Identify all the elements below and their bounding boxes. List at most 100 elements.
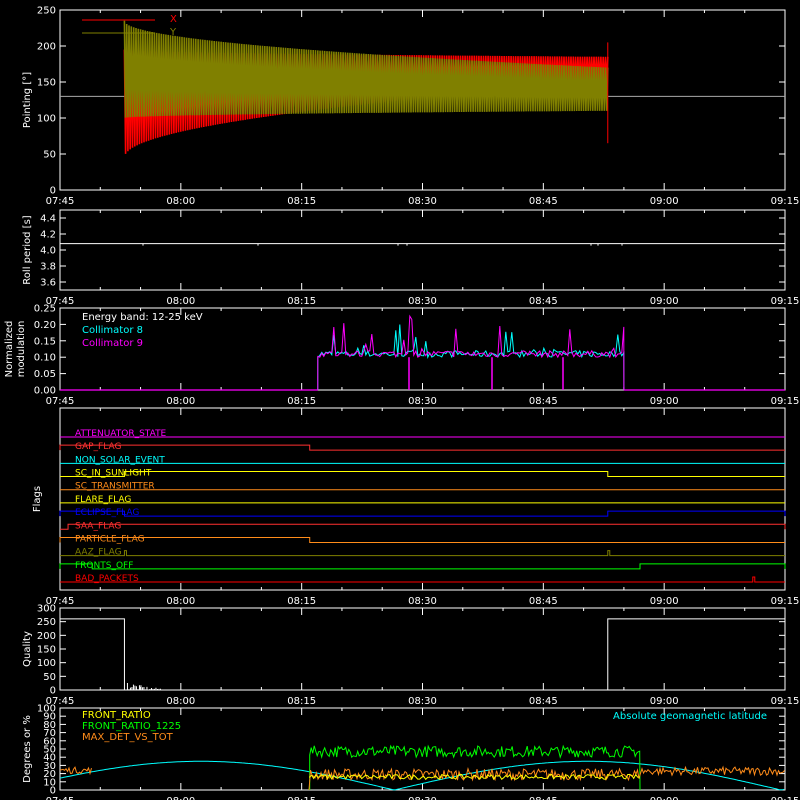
y-axis-label: Roll period [s] bbox=[22, 215, 33, 284]
plot-frame bbox=[59, 607, 786, 691]
y-tick-label: 0.00 bbox=[34, 386, 56, 397]
y-tick-label: 3.8 bbox=[40, 262, 56, 273]
x-tick-label: 07:45 bbox=[46, 396, 75, 407]
y-tick-label: 0 bbox=[50, 786, 56, 797]
y-tick-label: 3.6 bbox=[40, 278, 56, 289]
x-tick-label: 09:00 bbox=[650, 196, 679, 207]
quality-spikes bbox=[126, 682, 164, 690]
flag-line bbox=[59, 536, 785, 543]
series-geomagnetic bbox=[59, 760, 785, 791]
y-tick-label: 200 bbox=[37, 42, 56, 53]
y-tick-label: 0.05 bbox=[34, 369, 56, 380]
y-tick-label: 50 bbox=[43, 150, 56, 161]
flag-line bbox=[60, 550, 785, 557]
legend-c8: Collimator 8 bbox=[82, 325, 143, 336]
x-tick-label: 09:15 bbox=[771, 596, 800, 607]
y-tick-label: 100 bbox=[37, 658, 56, 669]
y-axis-label: Normalized bbox=[4, 321, 15, 378]
y-tick-label: 4.4 bbox=[40, 214, 56, 225]
y-tick-label: 150 bbox=[37, 78, 56, 89]
flag-label: NON_SOLAR_EVENT bbox=[75, 455, 165, 465]
flag-label: ATTENUATOR_STATE bbox=[75, 429, 167, 439]
y-tick-label: 60 bbox=[43, 736, 56, 747]
y-tick-label: 40 bbox=[43, 753, 56, 764]
panel-ratio: 07:45 08:00 08:15 08:30 08:45 09:00 09:15 01020… bbox=[22, 704, 799, 800]
flag-line bbox=[60, 523, 786, 530]
y-tick-label: 20 bbox=[43, 769, 56, 780]
x-tick-label: 08:00 bbox=[166, 596, 195, 607]
x-tick-label: 07:45 bbox=[46, 796, 75, 800]
x-tick-label: 09:00 bbox=[650, 596, 679, 607]
flag-label: FLARE_FLAG bbox=[75, 495, 131, 505]
x-tick-label: 08:15 bbox=[287, 296, 316, 307]
flag-line bbox=[59, 563, 786, 570]
panel-roll: 07:45 08:00 08:15 08:30 08:45 09:00 09:15 3.6 3.… bbox=[22, 209, 800, 307]
flag-label: AAZ_FLAG bbox=[75, 548, 122, 558]
y-tick-label: 200 bbox=[37, 631, 56, 642]
y-axis-label: Quality bbox=[22, 631, 33, 667]
y-tick-label: 0.25 bbox=[34, 304, 56, 315]
x-tick-label: 09:15 bbox=[771, 196, 800, 207]
y-tick-label: 30 bbox=[43, 761, 56, 772]
plot-frame bbox=[59, 209, 786, 291]
y-tick-label: 0.20 bbox=[34, 320, 56, 331]
x-tick-label: 07:45 bbox=[46, 596, 75, 607]
x-tick-label: 08:45 bbox=[529, 596, 558, 607]
series-y bbox=[123, 20, 609, 118]
panel-pointing: 07:45 08:00 08:15 08:30 08:45 09:00 09:15 0 50 10… bbox=[22, 6, 799, 208]
x-tick-label: 08:15 bbox=[287, 596, 316, 607]
x-tick-label: 09:15 bbox=[771, 796, 800, 800]
x-tick-label: 08:30 bbox=[408, 696, 437, 707]
flag-line bbox=[60, 576, 785, 583]
y-axis-label: modulation bbox=[16, 321, 27, 378]
x-tick-label: 08:15 bbox=[287, 696, 316, 707]
series-front-ratio bbox=[309, 773, 640, 781]
x-tick-label: 08:45 bbox=[529, 796, 558, 800]
legend-front-ratio-1225: FRONT_RATIO_1225 bbox=[82, 721, 181, 732]
y-tick-label: 300 bbox=[37, 604, 56, 615]
x-tick-label: 08:15 bbox=[287, 796, 316, 800]
flag-label: ECLIPSE_FLAG bbox=[75, 508, 139, 518]
y-tick-label: 90 bbox=[43, 712, 56, 723]
flag-label: BAD_PACKETS bbox=[75, 574, 139, 584]
x-tick-label: 08:45 bbox=[529, 296, 558, 307]
flag-label: PARTICLE_FLAG bbox=[75, 534, 145, 544]
series-max-det bbox=[59, 765, 785, 791]
x-tick-label: 08:00 bbox=[166, 796, 195, 800]
x-tick-label: 08:45 bbox=[529, 696, 558, 707]
y-axis-label: Flags bbox=[32, 486, 43, 512]
x-tick-label: 09:15 bbox=[771, 296, 800, 307]
panel-modulation: 07:45 08:00 08:15 08:30 08:45 09:00 09:15 0.00 0… bbox=[4, 304, 799, 408]
energy-band-annotation: Energy band: 12-25 keV bbox=[82, 312, 203, 323]
x-tick-label: 08:15 bbox=[287, 396, 316, 407]
y-tick-label: 50 bbox=[43, 672, 56, 683]
x-tick-label: 08:30 bbox=[408, 796, 437, 800]
y-axis-label: Pointing [°] bbox=[22, 72, 33, 128]
panel-flags: 07:45 08:00 08:15 08:30 08:45 09:00 09:15 Flags… bbox=[32, 407, 800, 607]
x-tick-label: 08:45 bbox=[529, 396, 558, 407]
flag-label: FRONTS_OFF bbox=[75, 561, 133, 571]
y-tick-label: 150 bbox=[37, 645, 56, 656]
panel-quality: 07:45 08:00 08:15 08:30 08:45 09:00 09:15 0 50 10… bbox=[22, 604, 799, 708]
flag-line bbox=[60, 471, 785, 478]
flag-line bbox=[59, 444, 785, 451]
x-tick-label: 08:15 bbox=[287, 196, 316, 207]
x-tick-label: 09:00 bbox=[650, 696, 679, 707]
y-tick-label: 0.10 bbox=[34, 353, 56, 364]
legend-y: Y bbox=[169, 27, 177, 38]
legend-c9: Collimator 9 bbox=[82, 338, 143, 349]
x-tick-label: 07:45 bbox=[46, 196, 75, 207]
y-tick-label: 4.2 bbox=[40, 230, 56, 241]
y-tick-label: 250 bbox=[37, 6, 56, 17]
legend-geomagnetic: Absolute geomagnetic latitude bbox=[613, 711, 767, 722]
flag-label: SAA_FLAG bbox=[75, 521, 121, 531]
x-tick-label: 08:00 bbox=[166, 196, 195, 207]
series-front-ratio-1225 bbox=[309, 744, 641, 791]
y-tick-label: 100 bbox=[37, 114, 56, 125]
series-c8 bbox=[317, 324, 625, 391]
plot-frame bbox=[59, 407, 786, 591]
x-tick-label: 08:30 bbox=[408, 196, 437, 207]
x-tick-label: 08:00 bbox=[166, 396, 195, 407]
x-tick-label: 08:30 bbox=[408, 396, 437, 407]
